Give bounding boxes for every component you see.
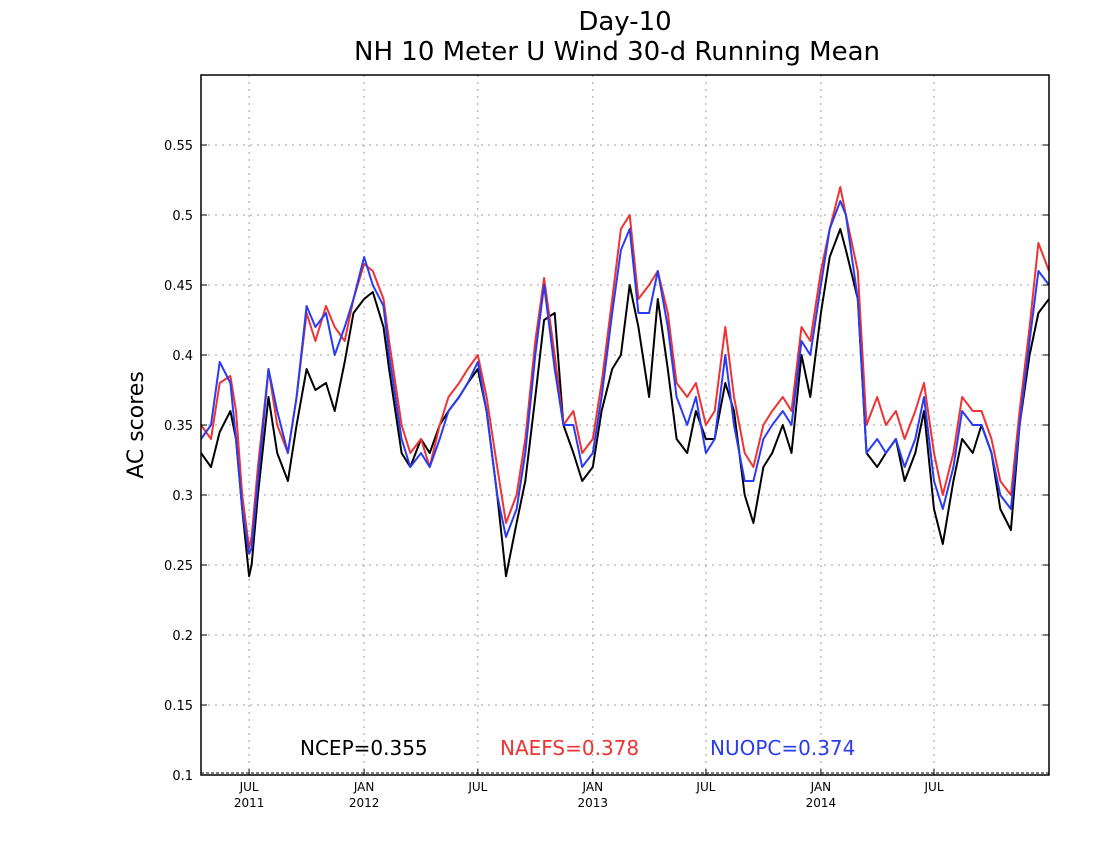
chart-title-line-1: Day-10 [578,7,671,37]
y-tick-label: 0.35 [164,419,193,434]
y-tick-label: 0.25 [164,559,193,574]
y-axis-label: AC scores [124,371,149,479]
x-tick-month-label: JUL [695,780,715,794]
y-tick-label: 0.45 [164,279,193,294]
x-tick-month-label: JAN [810,780,832,794]
x-tick-month-label: JAN [353,780,375,794]
x-tick-month-label: JAN [582,780,604,794]
x-axis-ticks: JUL 2011 JAN 2012 JUL JAN 2013 JUL JAN 2014 JUL [234,769,944,810]
legend-naefs: NAEFS=0.378 [500,736,639,760]
x-tick-year-label: 2013 [578,796,609,810]
y-axis-ticks: 0.1 0.15 0.2 0.25 0.3 0.35 0.4 0.45 0.5 0.55 [164,139,1049,784]
y-tick-label: 0.2 [172,629,193,644]
series-line-ncep [200,228,1050,578]
y-tick-label: 0.55 [164,139,193,154]
y-tick-label: 0.3 [172,489,193,504]
x-tick-year-label: 2011 [234,796,265,810]
data-series [200,186,1050,578]
x-tick-year-label: 2014 [806,796,837,810]
x-tick-month-label: JUL [924,780,944,794]
x-tick-month-label: JUL [239,780,259,794]
x-tick-month-label: JUL [467,780,487,794]
y-tick-label: 0.4 [172,349,193,364]
series-line-nuopc [200,200,1050,555]
y-tick-label: 0.1 [172,769,193,784]
chart-title-line-2: NH 10 Meter U Wind 30-d Running Mean [354,37,880,67]
legend-ncep: NCEP=0.355 [300,736,428,760]
legend: NCEP=0.355 NAEFS=0.378 NUOPC=0.374 [300,736,855,760]
y-tick-label: 0.5 [172,209,193,224]
x-tick-year-label: 2012 [349,796,380,810]
y-tick-label: 0.15 [164,699,193,714]
chart-title: Day-10 NH 10 Meter U Wind 30-d Running M… [354,7,880,67]
legend-nuopc: NUOPC=0.374 [710,736,855,760]
series-line-naefs [200,186,1050,550]
